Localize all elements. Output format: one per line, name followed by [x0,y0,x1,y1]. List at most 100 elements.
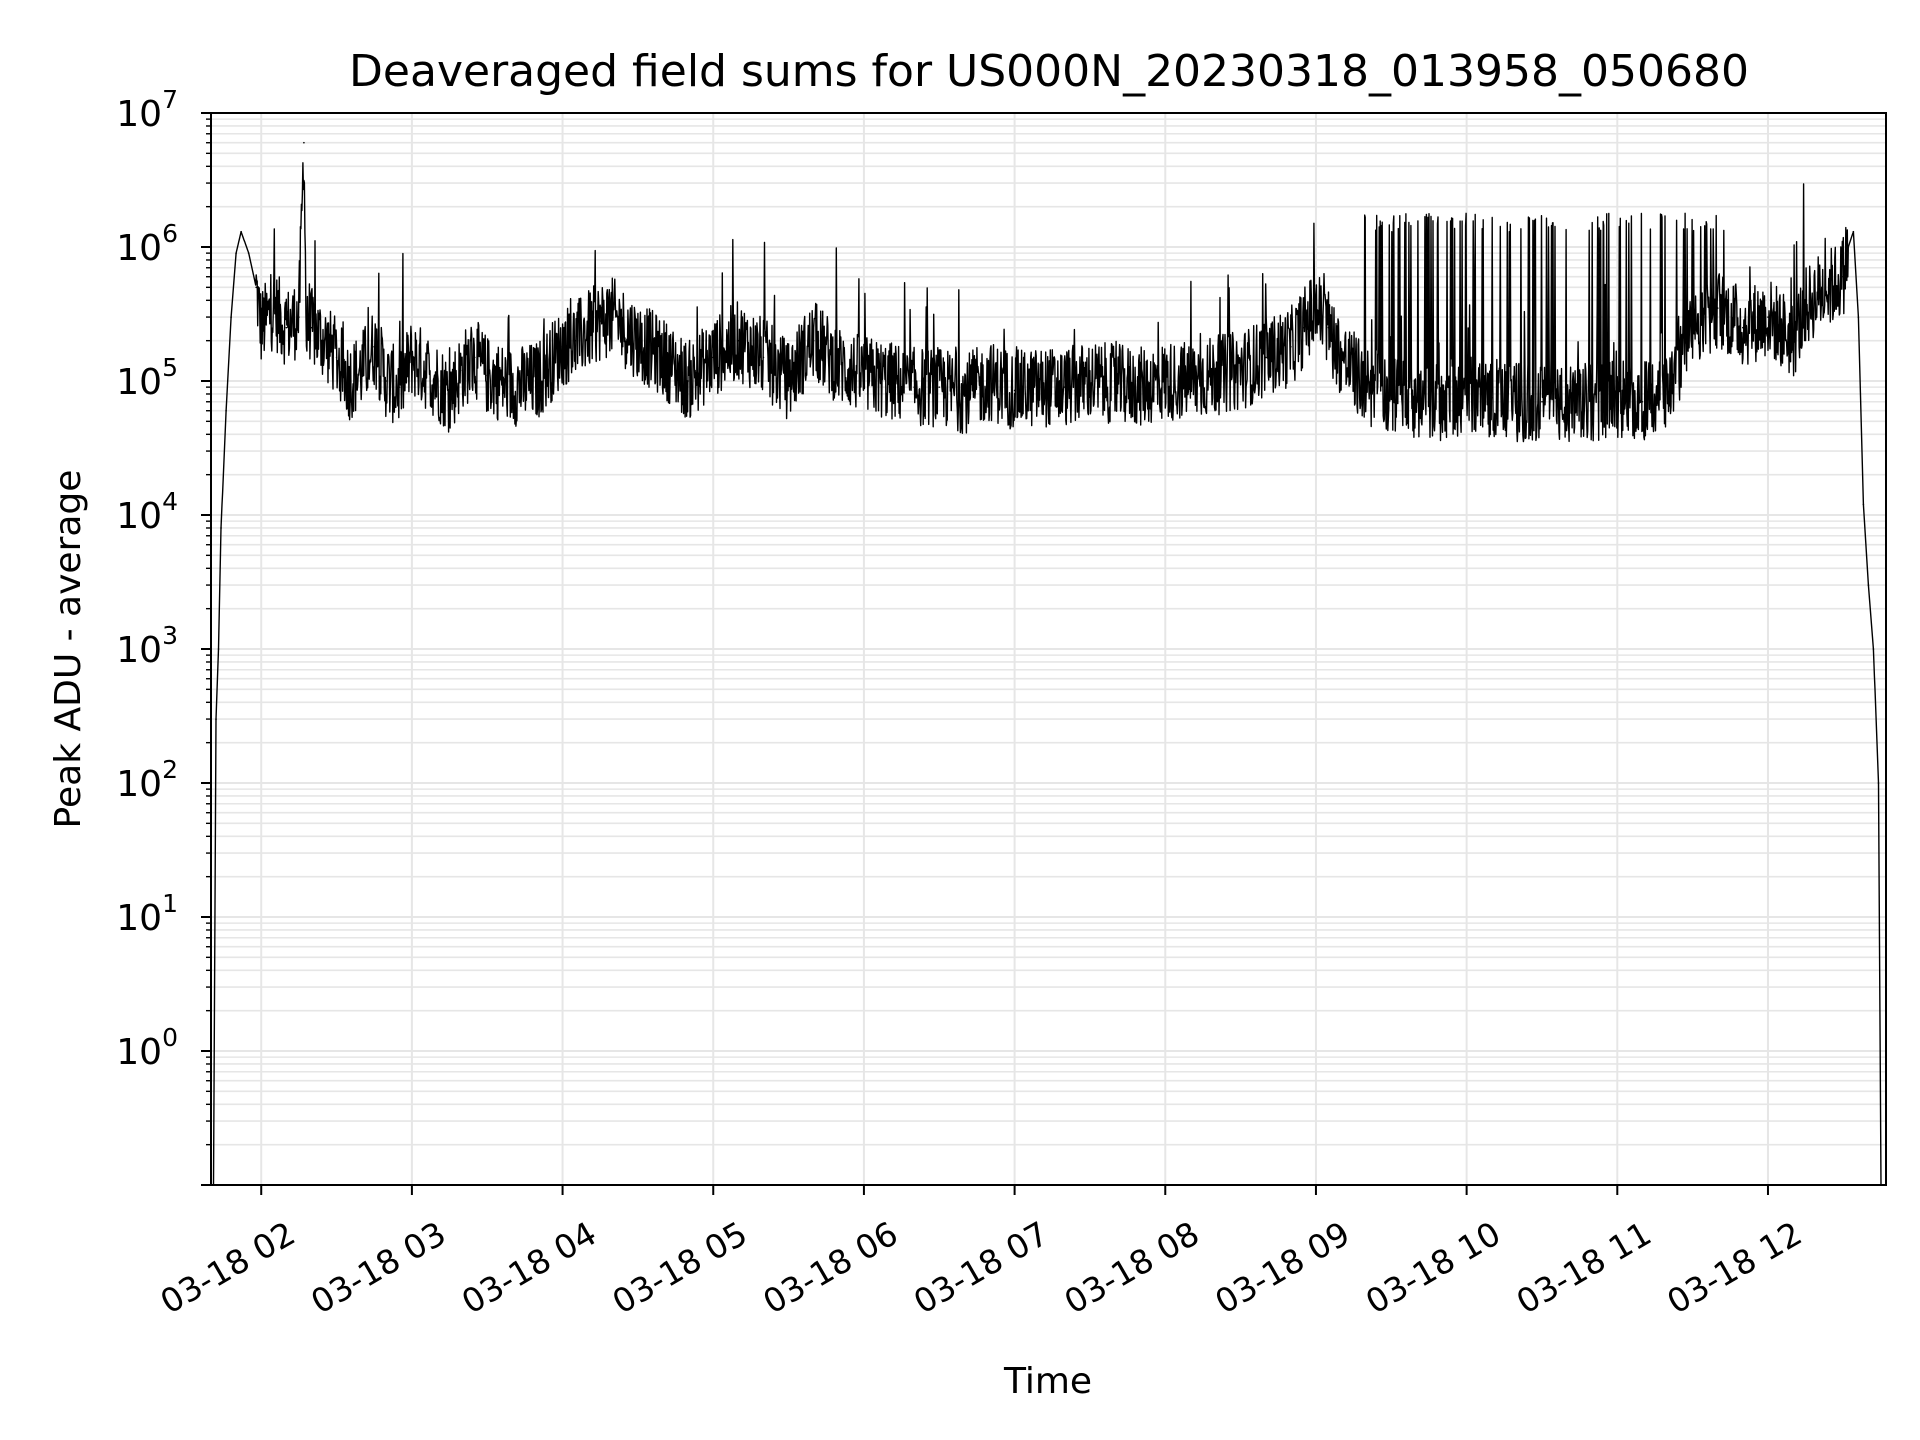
data-point [305,339,308,342]
data-point [240,230,242,233]
data-point [230,316,232,318]
data-point [436,380,438,382]
data-point [561,345,564,348]
data-point [599,320,602,322]
y-tick-exponent: 5 [162,353,178,382]
data-point [1872,648,1875,650]
data-point [1415,396,1418,399]
data-point [536,380,539,382]
data-point [574,339,576,342]
data-point [1742,326,1744,329]
data-point [1641,400,1644,403]
data-point [310,326,313,329]
y-tick-base: 10 [116,496,162,537]
data-point [1239,369,1242,372]
data-point [1038,386,1041,388]
x-tick-label: 03-18 06 [756,1214,904,1322]
data-point [1302,326,1305,329]
data-point [1440,400,1443,403]
data-point [360,369,363,372]
data-point [1214,374,1217,377]
x-tick-label: 03-18 08 [1058,1214,1206,1322]
y-tick-exponent: 7 [162,85,178,114]
data-point [1877,782,1880,784]
x-tick-label: 03-18 02 [154,1214,302,1322]
data-point [511,386,514,388]
data-point [323,339,325,342]
data-point [1716,307,1719,309]
x-tick-label: 03-18 07 [907,1214,1055,1322]
data-point [1390,393,1393,395]
data-point [1164,380,1167,382]
data-point [712,356,715,359]
data-point [611,316,614,318]
data-point [812,339,815,342]
data-point [1862,503,1865,506]
y-tick-label: 107 [116,85,178,135]
data-point [687,380,689,382]
series-path [212,162,1884,1186]
y-tick-base: 10 [116,1032,162,1073]
data-point [1114,383,1116,385]
y-tick-base: 10 [116,898,162,939]
x-tick-label: 03-18 03 [304,1214,452,1322]
data-point [486,374,489,377]
data-point [1089,380,1091,382]
data-point [255,286,258,289]
data-point [1792,339,1794,342]
data-point [1490,396,1493,399]
data-point [988,380,991,382]
y-tick-label: 105 [116,353,178,403]
data-point [411,356,413,359]
x-tick-label: 03-18 12 [1660,1214,1808,1322]
data-point [298,316,300,318]
data-point [235,252,237,254]
data-point [1591,400,1593,403]
data-point [448,393,451,395]
data-point [1139,386,1141,388]
data-point [1779,326,1782,329]
y-axis-label: Peak ADU - average [48,470,89,829]
data-point [308,316,310,318]
y-tick-base: 10 [116,362,162,403]
data-point [272,307,275,309]
data-point [1064,386,1066,388]
y-tick-label: 100 [116,1023,178,1073]
y-tick-label: 106 [116,219,178,269]
data-point [260,326,263,329]
data-point [938,386,941,388]
data-point [385,380,388,382]
series-line [212,141,1885,1186]
data-point [1566,405,1568,407]
data-point [1817,292,1819,295]
x-tick-label: 03-18 09 [1208,1214,1356,1322]
data-point [473,356,476,359]
data-point [1829,286,1832,289]
data-point [1340,356,1342,359]
x-tick-label: 03-18 10 [1359,1214,1507,1322]
data-point [1616,396,1619,399]
data-point [1189,380,1192,382]
data-point [1352,369,1355,372]
data-point [217,648,220,650]
data-point [220,527,222,529]
y-tick-exponent: 6 [162,219,178,248]
data-point [1541,400,1543,403]
data-point [863,374,865,377]
data-point [215,718,217,720]
x-tick-label: 03-18 11 [1510,1214,1658,1322]
x-tick-label: 03-18 05 [606,1214,754,1322]
data-point [1290,345,1292,348]
y-tick-base: 10 [116,94,162,135]
data-point [1365,386,1367,388]
data-point [737,339,740,342]
data-point [1704,316,1706,318]
data-point [1264,356,1267,359]
data-point [762,356,765,359]
data-point [373,345,376,348]
data-point [461,369,463,372]
data-point [787,380,790,382]
y-tick-label: 104 [116,487,178,537]
data-point [225,409,227,412]
data-point [1767,316,1769,318]
